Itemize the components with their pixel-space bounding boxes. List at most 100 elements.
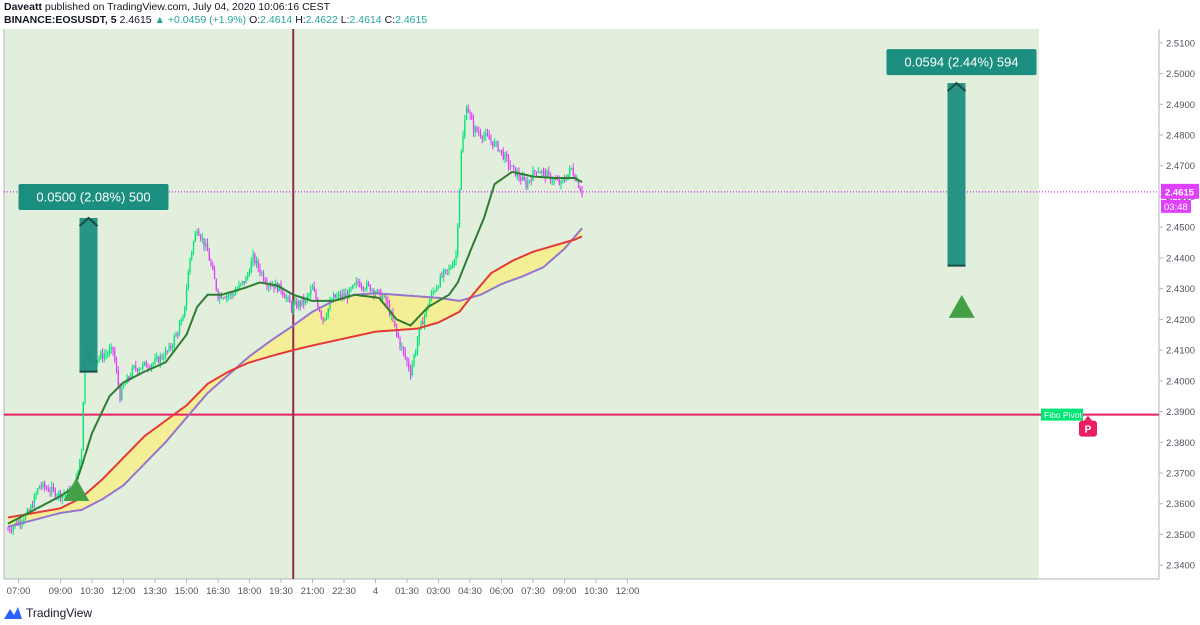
countdown-label: 03:48: [1164, 202, 1188, 213]
candle-body: [299, 301, 301, 306]
candle-body: [79, 459, 81, 470]
candle-body: [189, 258, 191, 273]
candle-body: [415, 351, 417, 356]
candle-body: [268, 285, 270, 287]
candle-body: [493, 141, 496, 147]
candle-body: [306, 296, 308, 299]
candle-body: [38, 485, 41, 489]
candle-body: [44, 482, 46, 488]
candle-body: [110, 346, 112, 350]
candle-body: [462, 135, 464, 153]
candle-body: [551, 181, 553, 183]
candle-body: [10, 530, 13, 532]
candle-body: [455, 254, 457, 260]
candle-body: [243, 281, 245, 284]
candle-body: [535, 171, 538, 173]
candle-body: [149, 367, 151, 369]
candle-body: [443, 270, 445, 277]
candle-body: [234, 291, 237, 295]
x-tick-label: 15:00: [175, 586, 199, 597]
candle-body: [457, 225, 459, 255]
x-tick-label: 03:00: [427, 586, 451, 597]
candle-body: [262, 272, 265, 280]
candle-body: [416, 341, 419, 352]
candle-body: [271, 285, 273, 287]
candle-body: [257, 260, 259, 268]
candle-body: [177, 333, 179, 335]
candle-body: [502, 150, 504, 160]
tradingview-brand[interactable]: TradingView: [26, 606, 93, 620]
candle-body: [136, 368, 139, 372]
candle-body: [269, 285, 272, 287]
candle-body: [570, 168, 573, 170]
candle-body: [514, 166, 517, 177]
x-tick-label: 22:30: [332, 586, 356, 597]
candle-body: [7, 529, 9, 531]
measure-label-box: [886, 49, 1037, 76]
y-tick-label: 2.3400: [1166, 561, 1195, 572]
candle-body: [115, 361, 118, 371]
candle-body: [486, 133, 489, 136]
y-tick-label: 2.4300: [1166, 284, 1195, 295]
candle-body: [422, 321, 424, 325]
candle-body: [387, 300, 389, 305]
candle-body: [345, 293, 347, 297]
candle-body: [196, 231, 198, 234]
candle-body: [367, 282, 370, 285]
candle-body: [133, 365, 135, 369]
candle-body: [180, 320, 182, 325]
candle-body: [238, 284, 240, 290]
candle-body: [215, 278, 217, 290]
candle-body: [212, 264, 214, 270]
candle-body: [122, 385, 125, 388]
candle-body: [341, 293, 343, 298]
x-tick-label: 09:00: [49, 586, 73, 597]
candle-body: [150, 364, 153, 368]
candle-body: [409, 368, 412, 376]
candle-body: [569, 168, 571, 175]
candle-body: [168, 346, 170, 351]
candle-body: [355, 281, 357, 285]
candle-body: [52, 486, 55, 490]
candle-body: [157, 357, 160, 363]
candle-body: [507, 157, 510, 166]
candle-body: [579, 187, 581, 191]
measure-arrow-head: [78, 216, 99, 227]
candle-body: [411, 364, 413, 376]
candle-body: [248, 272, 251, 275]
candle-body: [317, 299, 319, 308]
candle-body: [24, 514, 27, 520]
candle-body: [369, 284, 371, 292]
high-value: 2.4622: [305, 14, 338, 26]
candle-body: [541, 170, 543, 173]
candle-body: [577, 180, 580, 188]
close-label: C:: [384, 14, 396, 26]
candle-body: [187, 272, 189, 290]
candle-body: [194, 233, 196, 242]
tradingview-logo-icon[interactable]: [4, 607, 22, 619]
fibo-pivot-badge: [1041, 408, 1083, 421]
y-tick-label: 2.3900: [1166, 407, 1195, 418]
candle-body: [479, 132, 482, 137]
candle-body: [313, 287, 315, 292]
candle-body: [562, 179, 564, 181]
candle-body: [334, 294, 336, 298]
symbol-label: BINANCE:EOSUSDT, 5: [4, 14, 117, 26]
measure-bar: [947, 83, 966, 266]
x-tick-label: 4: [373, 586, 378, 597]
candle-body: [472, 119, 475, 133]
candle-body: [464, 119, 466, 136]
candle-body: [285, 297, 287, 299]
candle-body: [31, 505, 34, 508]
candle-body: [56, 495, 58, 497]
candle-body: [178, 324, 181, 334]
author-name[interactable]: Daveatt: [4, 1, 42, 13]
candle-body: [353, 284, 356, 286]
candle-body: [364, 288, 366, 290]
candle-body: [352, 285, 354, 289]
candle-body: [51, 486, 53, 492]
candle-body: [392, 313, 394, 321]
candle-body: [429, 300, 431, 307]
candle-body: [100, 353, 102, 358]
